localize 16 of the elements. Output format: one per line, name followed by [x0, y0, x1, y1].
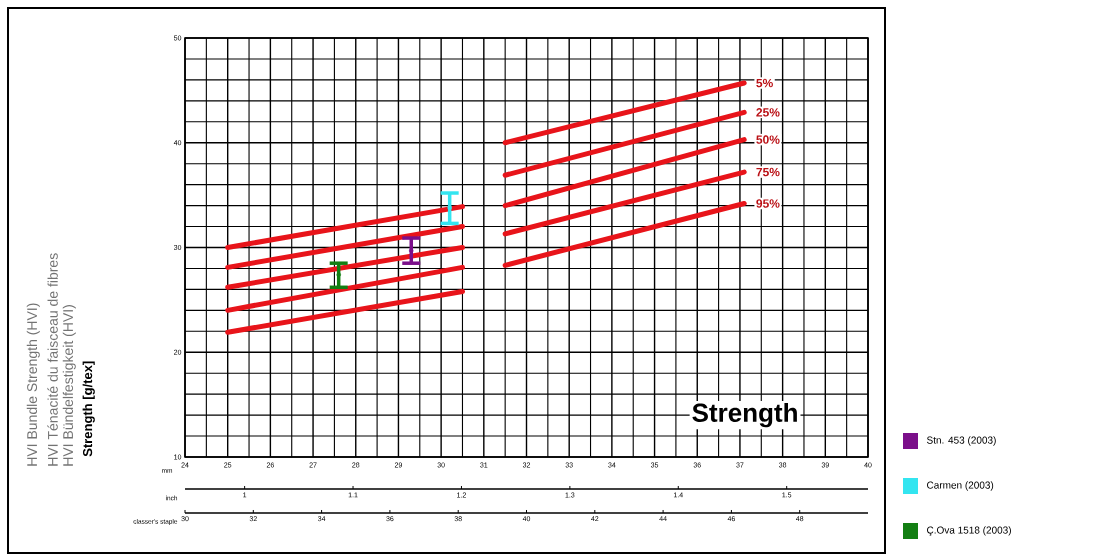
legend-label: Stn. 453 (2003) [926, 436, 996, 446]
legend-label: Carmen (2003) [927, 481, 994, 491]
text: HVI Bundle Strength (HVI) [26, 303, 40, 466]
series-label: 95% [756, 199, 780, 208]
series-label: 25% [756, 108, 780, 117]
series-label: 5% [756, 78, 773, 88]
point [447, 205, 452, 210]
legend-label: Ç.Ova 1518 (2003) [927, 526, 1011, 536]
text: HVI Ténacité du faisceau de fibres [47, 253, 58, 466]
text: Strength [g/tex] [82, 361, 95, 457]
point [409, 248, 414, 253]
text: Strength [692, 402, 797, 428]
point [336, 272, 341, 277]
text: HVI Bündelfestigkeit (HVI) [62, 305, 76, 466]
series-label: 75% [756, 167, 780, 177]
series-label: 50% [756, 135, 780, 144]
